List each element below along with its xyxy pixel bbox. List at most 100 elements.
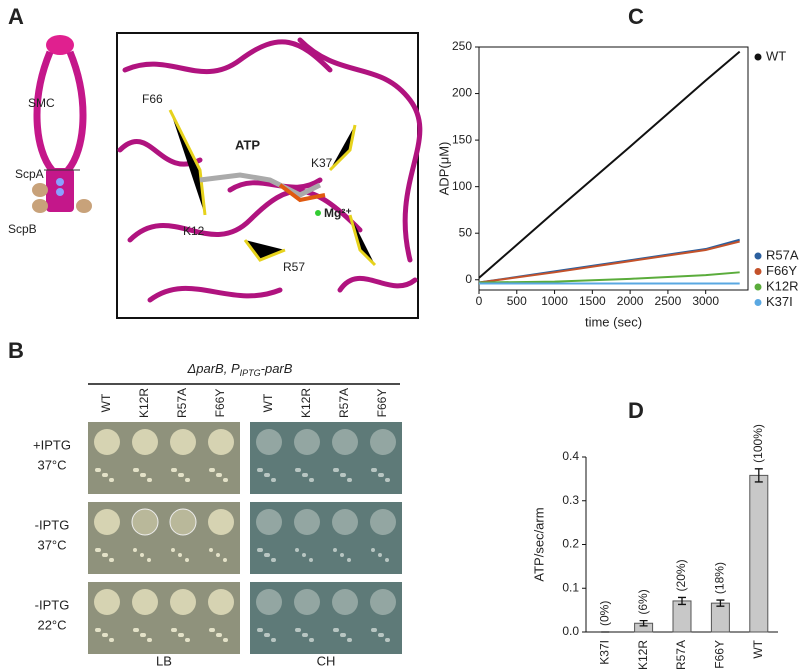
y-axis-label: ATP/sec/arm [531,507,546,581]
colony-dot [223,558,227,562]
data-line [478,271,740,284]
colony-spot [131,508,159,536]
colony-dot [266,633,270,637]
colony-spot [170,429,196,455]
colony-dot [224,638,228,642]
structure-label: F66 [142,92,163,106]
colony-dot [295,548,299,552]
legend-label: K37I [766,294,793,309]
colony-dot [186,478,190,482]
colony-dot [110,638,114,642]
genotype-sub: IPTG [240,368,261,378]
bar-annotation: (20%) [674,559,688,591]
error-bar [716,599,725,607]
legend-label: F66Y [766,263,797,278]
colony-spot [256,429,282,455]
legend-label: R57A [766,247,799,262]
colony-dot [173,468,177,472]
genotype-part: ΔparB, P [187,361,240,376]
panel-label: A [8,4,24,29]
y-tick-label: 200 [452,86,472,100]
scpb-label: ScpB [8,222,37,236]
panel-label: D [628,398,644,423]
colony-dot [347,558,351,562]
colony-dot [304,633,308,637]
error-bar [754,468,763,483]
y-tick-label: 0.2 [562,537,579,551]
bar-annotation: (100%) [751,424,765,463]
x-tick-label: 2000 [617,294,644,308]
colony-spot [94,429,120,455]
colony-dot [185,558,189,562]
colony-spot [370,589,396,615]
bar [749,474,769,633]
colony-dot [135,468,139,472]
colony-spot [332,429,358,455]
y-tick-label: 0.4 [562,449,579,463]
colony-dot [272,558,276,562]
colony-dot [304,473,308,477]
colony-dot [380,473,384,477]
colony-dot [211,468,215,472]
colony-dot [211,628,215,632]
colony-dot [297,468,301,472]
colony-dot [110,558,114,562]
structure-image [116,32,423,319]
x-tick-label: 2500 [655,294,682,308]
colony-dot [259,628,263,632]
colony-dot [142,473,146,477]
colony-dot [178,553,182,557]
y-tick-label: 50 [459,225,473,239]
y-tick-label: 0 [465,272,472,286]
colony-dot [148,638,152,642]
colony-dot [173,628,177,632]
x-tick-label: K37I [597,640,611,665]
colony-spot [132,429,158,455]
genotype: ΔparB, PIPTG-parB [187,361,293,378]
legend-label: WT [766,48,786,63]
x-tick-label: F66Y [713,640,727,669]
x-tick-label: WT [751,639,765,658]
bar-annotation: (6%) [636,589,650,614]
y-tick-label: 0.1 [562,580,579,594]
column-label: WT [261,393,275,412]
structure-label: K12 [183,224,205,238]
x-axis-label: time (sec) [585,314,642,329]
colony-dot [272,638,276,642]
colony-dot [97,628,101,632]
colony-spot [208,589,234,615]
colony-spot [294,429,320,455]
colony-spot [256,509,282,535]
colony-dot [140,553,144,557]
colony-dot [373,468,377,472]
error-bar [639,619,648,627]
colony-dot [148,478,152,482]
colony-dot [171,548,175,552]
x-tick-label: K12R [636,640,650,670]
x-tick-label: 1000 [541,294,568,308]
column-label: F66Y [213,389,227,418]
colony-spot [332,589,358,615]
bar-annotation: (18%) [713,562,727,594]
colony-dot [104,633,108,637]
colony-dot [386,638,390,642]
column-label: K12R [299,388,313,418]
colony-dot [180,473,184,477]
colony-dot [378,553,382,557]
legend-dot [754,268,762,275]
colony-dot [147,558,151,562]
bar [672,600,692,633]
colony-spot [169,508,197,536]
y-tick-label: 250 [452,39,472,53]
panel-label: B [8,338,24,363]
colony-dot [385,558,389,562]
colony-dot [333,548,337,552]
plates: WT K12R R57A F66Y LB WT K12R R57A F66Y CH +IPTG 37°… [33,388,402,668]
colony-dot [348,638,352,642]
colony-dot [266,553,270,557]
colony-dot [218,633,222,637]
colony-spot [94,589,120,615]
colony-spot [94,509,120,535]
